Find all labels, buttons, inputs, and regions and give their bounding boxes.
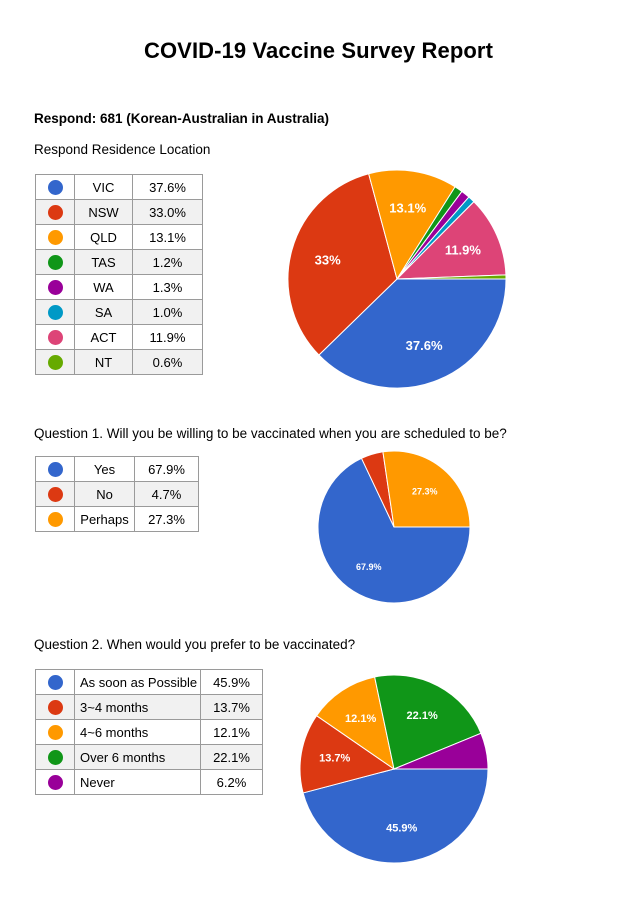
legend-label: Perhaps [74, 506, 135, 532]
legend-swatch [47, 230, 63, 246]
legend-swatch [47, 675, 63, 691]
legend-label: 4~6 months [74, 719, 201, 745]
legend-row-qld: QLD 13.1% [35, 224, 203, 250]
chart-title-question-1: Question 1. Will you be willing to be va… [34, 426, 507, 441]
legend-value: 13.7% [200, 694, 263, 720]
legend-value: 33.0% [132, 199, 203, 225]
legend-label: NSW [74, 199, 133, 225]
slice-label-qld: 13.1% [389, 200, 426, 215]
legend-row-never: Never 6.2% [35, 769, 263, 795]
legend-swatch [47, 330, 63, 346]
legend-label: TAS [74, 249, 133, 275]
legend-row-vic: VIC 37.6% [35, 174, 203, 200]
legend-swatch [47, 775, 63, 791]
legend-label: NT [74, 349, 133, 375]
slice-label-vic: 37.6% [406, 338, 443, 353]
legend-row-nsw: NSW 33.0% [35, 199, 203, 225]
slice-label-as-soon-as-possible: 45.9% [386, 823, 417, 835]
legend-value: 13.1% [132, 224, 203, 250]
legend-value: 0.6% [132, 349, 203, 375]
pie-slice-never [393, 732, 489, 770]
legend-value: 27.3% [134, 506, 199, 532]
legend-label: Yes [74, 456, 135, 482]
pie-chart-question-1: 67.9% 27.3% [317, 450, 471, 604]
legend-label: VIC [74, 174, 133, 200]
legend-row-3-4-months: 3~4 months 13.7% [35, 694, 263, 720]
slice-label-act: 11.9% [445, 243, 482, 258]
pie-slice-qld [368, 169, 456, 281]
report-title: COVID-19 Vaccine Survey Report [143, 38, 494, 63]
slice-label-nsw: 33% [315, 252, 341, 267]
legend-swatch [47, 750, 63, 766]
legend-row-over-6-months: Over 6 months 22.1% [35, 744, 263, 770]
legend-label: SA [74, 299, 133, 325]
legend-value: 4.7% [134, 481, 199, 507]
pie-slice-3-4-months [299, 714, 396, 794]
legend-value: 67.9% [134, 456, 199, 482]
pie-slice-yes [317, 457, 471, 604]
pie-chart-question-2: 45.9% 13.7% 12.1% 22.1% [299, 674, 489, 864]
pie-slice-4-6-months [315, 676, 395, 771]
legend-row-nt: NT 0.6% [35, 349, 203, 375]
pie-slice-as-soon-as-possible [302, 768, 489, 864]
legend-label: QLD [74, 224, 133, 250]
legend-swatch [47, 355, 63, 371]
legend-label: Never [74, 769, 201, 795]
respond-count: Respond: 681 (Korean-Australian in Austr… [34, 111, 330, 126]
pie-slice-vic [318, 278, 507, 389]
pie-slice-nt [396, 274, 507, 280]
legend-row-no: No 4.7% [35, 481, 199, 507]
legend-swatch [47, 280, 63, 296]
legend-value: 6.2% [200, 769, 263, 795]
slice-label-yes: 67.9% [356, 562, 382, 572]
legend-label: No [74, 481, 135, 507]
slice-label-4-6-months: 12.1% [345, 713, 376, 725]
pie-slice-perhaps [382, 450, 471, 528]
legend-label: ACT [74, 324, 133, 350]
legend-value: 1.0% [132, 299, 203, 325]
legend-table-question-1: Yes 67.9% No 4.7% Perhaps 27.3% [35, 456, 199, 532]
slice-label-perhaps: 27.3% [412, 486, 438, 496]
chart-title-residence: Respond Residence Location [34, 142, 211, 157]
legend-label: Over 6 months [74, 744, 201, 770]
legend-table-residence: VIC 37.6% NSW 33.0% QLD 13.1% TAS 1.2% WA 1.3% SA 1… [35, 174, 203, 375]
legend-swatch [47, 487, 63, 503]
slice-label-over-6-months: 22.1% [407, 710, 438, 722]
legend-row-act: ACT 11.9% [35, 324, 203, 350]
legend-swatch [47, 700, 63, 716]
legend-row-tas: TAS 1.2% [35, 249, 203, 275]
legend-swatch [47, 180, 63, 196]
legend-swatch [47, 725, 63, 741]
legend-row-sa: SA 1.0% [35, 299, 203, 325]
legend-swatch [47, 462, 63, 478]
legend-row-4-6-months: 4~6 months 12.1% [35, 719, 263, 745]
legend-swatch [47, 512, 63, 528]
legend-value: 1.2% [132, 249, 203, 275]
legend-value: 11.9% [132, 324, 203, 350]
legend-row-wa: WA 1.3% [35, 274, 203, 300]
pie-chart-residence: 37.6% 33% 13.1% 11.9% [287, 169, 507, 389]
chart-title-question-2: Question 2. When would you prefer to be … [34, 637, 356, 652]
legend-value: 22.1% [200, 744, 263, 770]
slice-label-3-4-months: 13.7% [319, 753, 350, 765]
legend-label: 3~4 months [74, 694, 201, 720]
legend-table-question-2: As soon as Possible 45.9% 3~4 months 13.7% 4… [35, 669, 263, 795]
legend-value: 1.3% [132, 274, 203, 300]
legend-swatch [47, 305, 63, 321]
legend-row-perhaps: Perhaps 27.3% [35, 506, 199, 532]
legend-value: 12.1% [200, 719, 263, 745]
pie-slice-nsw [287, 173, 398, 356]
legend-label: As soon as Possible [74, 669, 201, 695]
legend-swatch [47, 255, 63, 271]
legend-row-yes: Yes 67.9% [35, 456, 199, 482]
pie-slice-over-6-months [374, 674, 482, 770]
legend-row-as-soon-as-possible: As soon as Possible 45.9% [35, 669, 263, 695]
legend-label: WA [74, 274, 133, 300]
legend-value: 45.9% [200, 669, 263, 695]
legend-value: 37.6% [132, 174, 203, 200]
legend-swatch [47, 205, 63, 221]
pie-slice-act [395, 201, 507, 280]
